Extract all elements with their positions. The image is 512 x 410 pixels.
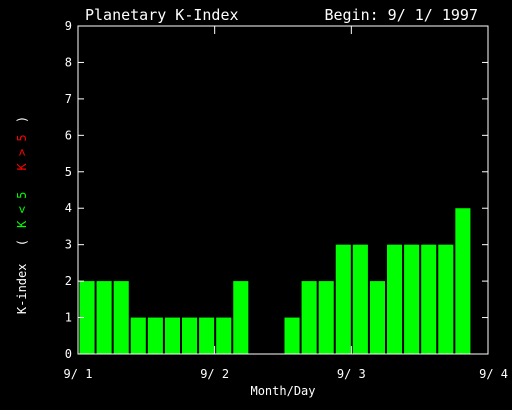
bar-3 bbox=[130, 317, 146, 354]
x-tick-label-3: 9/ 4 bbox=[479, 367, 508, 381]
y-tick-label-2: 2 bbox=[65, 274, 72, 288]
chart-subtitle: Begin: 9/ 1/ 1997 bbox=[324, 6, 478, 24]
y-axis-label-low: K < 5 bbox=[15, 192, 29, 228]
y-tick-label-0: 0 bbox=[65, 347, 72, 361]
y-tick-label-5: 5 bbox=[65, 165, 72, 179]
bar-22 bbox=[455, 208, 471, 354]
bar-21 bbox=[438, 244, 454, 354]
bar-19 bbox=[404, 244, 420, 354]
y-tick-label-3: 3 bbox=[65, 238, 72, 252]
bars-group bbox=[79, 208, 471, 354]
x-tick-label-1: 9/ 2 bbox=[200, 367, 229, 381]
y-tick-label-1: 1 bbox=[65, 311, 72, 325]
bar-8 bbox=[216, 317, 232, 354]
x-tick-label-2: 9/ 3 bbox=[337, 367, 366, 381]
y-axis-label-prefix: K-index bbox=[15, 264, 29, 315]
y-tick-label-4: 4 bbox=[65, 201, 72, 215]
bar-1 bbox=[96, 281, 112, 354]
bar-16 bbox=[352, 244, 368, 354]
x-axis-label: Month/Day bbox=[250, 384, 315, 398]
y-tick-label-9: 9 bbox=[65, 19, 72, 33]
x-ticks-group: 9/ 1 9/ 2 9/ 3 9/ 4 bbox=[64, 26, 508, 381]
y-axis-label-open-paren: ( bbox=[15, 239, 29, 246]
bar-4 bbox=[147, 317, 163, 354]
bar-13 bbox=[301, 281, 317, 354]
y-tick-label-8: 8 bbox=[65, 55, 72, 69]
plot-frame bbox=[77, 25, 489, 355]
bar-0 bbox=[79, 281, 95, 354]
y-axis-label-high: K > 5 bbox=[15, 134, 29, 170]
y-axis-label-close-paren: ) bbox=[15, 116, 29, 123]
bar-5 bbox=[164, 317, 180, 354]
bar-9 bbox=[233, 281, 249, 354]
bar-6 bbox=[182, 317, 198, 354]
y-tick-label-6: 6 bbox=[65, 128, 72, 142]
bar-20 bbox=[421, 244, 437, 354]
bar-14 bbox=[318, 281, 334, 354]
bar-7 bbox=[199, 317, 215, 354]
bar-2 bbox=[113, 281, 129, 354]
chart-title: Planetary K-Index bbox=[85, 6, 239, 24]
x-tick-label-0: 9/ 1 bbox=[64, 367, 93, 381]
bar-15 bbox=[335, 244, 351, 354]
bar-17 bbox=[369, 281, 385, 354]
y-axis-label: K-index ( K < 5 K > 5 ) bbox=[15, 116, 29, 314]
bar-18 bbox=[387, 244, 403, 354]
y-tick-label-7: 7 bbox=[65, 92, 72, 106]
bar-12 bbox=[284, 317, 300, 354]
